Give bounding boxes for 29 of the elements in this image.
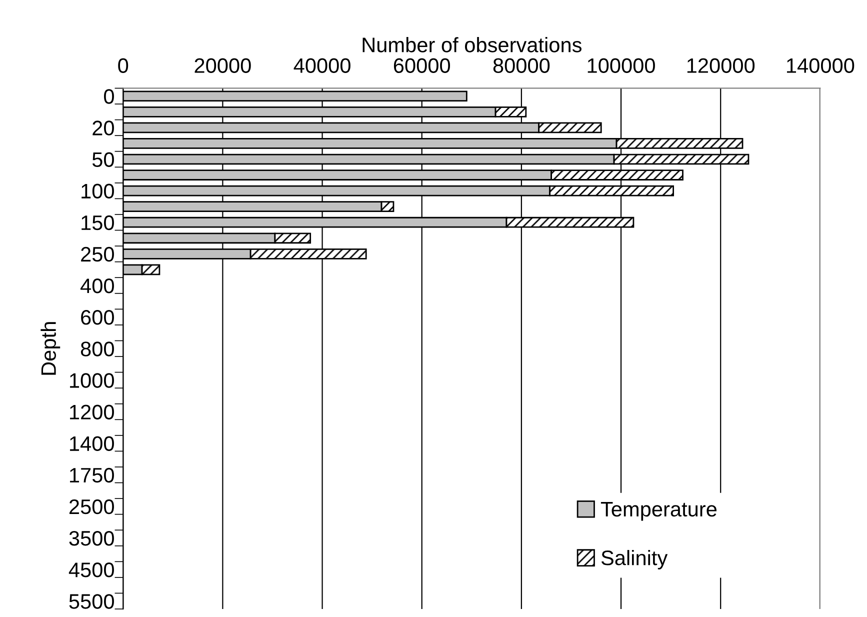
y-tick-label: 20 <box>92 120 114 136</box>
x-tick-label: 60000 <box>394 58 450 73</box>
y-tick-label: 250 <box>81 246 114 262</box>
y-tick-label: 1200 <box>70 404 114 420</box>
x-tick-label: 100000 <box>588 58 655 73</box>
legend-label: Temperature <box>600 502 717 521</box>
legend-label: Salinity <box>601 550 668 570</box>
y-tick-label: 1000 <box>70 373 114 388</box>
x-tick-label: 120000 <box>687 58 755 73</box>
x-tick-label: 80000 <box>493 58 550 73</box>
x-tick-label: 20000 <box>194 58 251 73</box>
y-tick-label: 1750 <box>70 468 114 483</box>
x-tick-label: 0 <box>118 58 128 73</box>
y-tick-label: 100 <box>82 184 114 199</box>
x-tick-label: 140000 <box>787 58 854 73</box>
x-axis-title: Number of observations <box>362 37 582 52</box>
y-axis-title: Depth <box>40 322 60 375</box>
y-tick-label: 800 <box>80 342 114 356</box>
y-tick-label: 1400 <box>70 436 114 452</box>
y-tick-label: 4500 <box>68 562 114 578</box>
x-tick-label: 40000 <box>294 58 350 73</box>
y-tick-label: 50 <box>92 152 114 167</box>
y-tick-label: 2500 <box>69 499 114 514</box>
y-tick-label: 150 <box>82 215 114 230</box>
y-tick-label: 0 <box>104 89 114 104</box>
y-tick-label: 5500 <box>69 594 114 609</box>
y-tick-label: 400 <box>80 278 114 294</box>
y-tick-label: 3500 <box>69 530 114 546</box>
y-tick-label: 600 <box>81 310 114 325</box>
